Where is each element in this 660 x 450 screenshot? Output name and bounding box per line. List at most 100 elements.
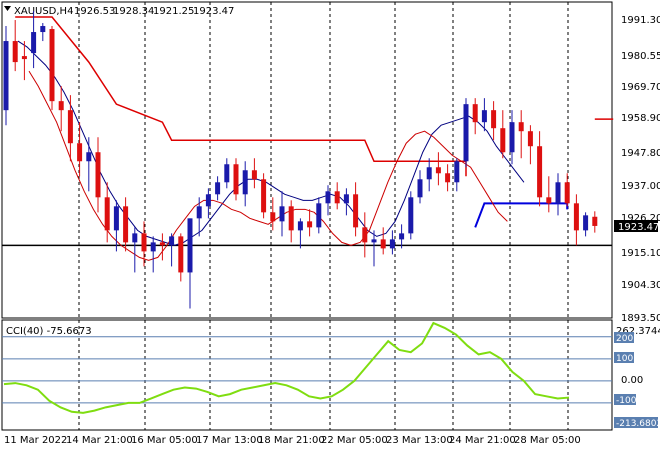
cci-title: CCI(40) -75.6673 — [6, 326, 92, 337]
price-tick: 1926.20 — [621, 213, 660, 224]
cci-tick-zero: 0.00 — [621, 375, 643, 386]
candle-bull — [316, 203, 322, 228]
candle-bull — [31, 32, 37, 54]
candle-bull — [325, 191, 331, 204]
candle-bear — [518, 122, 524, 132]
time-label: 17 Mar 13:00 — [196, 435, 263, 446]
candle-bull — [583, 215, 589, 231]
candle-bear — [251, 170, 257, 180]
candle-bull — [150, 242, 156, 252]
candle-bull — [555, 182, 561, 204]
candle-bull — [389, 239, 395, 249]
candle-bear — [334, 191, 340, 204]
time-label: 24 Mar 21:00 — [449, 435, 516, 446]
header-info: XAUUSD,H4 1926.53 1928.34 1921.25 1923.4… — [4, 6, 234, 17]
candle-bull — [371, 239, 377, 243]
cci-tick-max: 262.3744 — [616, 326, 660, 337]
price-tick: 1958.90 — [621, 113, 660, 124]
candle-bull — [224, 164, 230, 183]
price-tick: 1991.30 — [621, 15, 660, 26]
moving-average-blue — [17, 40, 525, 246]
candle-bear — [546, 197, 552, 204]
candle-bear — [380, 239, 386, 249]
candle-bull — [426, 167, 432, 180]
candle-bear — [435, 167, 441, 174]
candle-bear — [592, 216, 598, 226]
time-label: 16 Mar 05:00 — [131, 435, 198, 446]
cci-tick-200: 200 — [616, 334, 633, 344]
time-axis: 11 Mar 2022 14 Mar 21:00 16 Mar 05:00 17… — [4, 435, 581, 446]
ohlc-close: 1923.47 — [193, 6, 234, 17]
candle-bull — [408, 197, 414, 234]
cci-tick-minus100: -100 — [616, 396, 637, 406]
price-tick: 1947.80 — [621, 148, 660, 159]
candle-bear — [527, 131, 533, 147]
time-label: 11 Mar 2022 — [4, 435, 67, 446]
candle-bear — [123, 206, 129, 243]
plot-layer — [2, 11, 614, 414]
candle-bull — [196, 206, 202, 219]
candle-bear — [159, 242, 165, 246]
candle-bear — [353, 194, 359, 228]
main-chart-frame — [1, 1, 613, 319]
candle-bear — [77, 143, 83, 162]
candle-bull — [417, 179, 423, 198]
moving-average-red — [28, 70, 508, 261]
cci-level-box — [614, 352, 634, 363]
time-label: 14 Mar 21:00 — [66, 435, 133, 446]
symbol-timeframe: XAUUSD,H4 — [14, 6, 73, 17]
candle-bear — [288, 206, 294, 231]
candle-bear — [472, 104, 478, 123]
time-label: 18 Mar 21:00 — [258, 435, 325, 446]
candle-bull — [297, 221, 303, 231]
time-label: 28 Mar 05:00 — [514, 435, 581, 446]
current-price-label: 1923.47 — [618, 222, 659, 233]
cci-tick-min: -213.6802 — [616, 419, 660, 429]
candle-bear — [58, 101, 64, 111]
candle-bear — [21, 56, 27, 60]
candle-bear — [362, 227, 368, 243]
cci-line — [3, 321, 570, 414]
candle-bear — [12, 41, 18, 63]
candle-bear — [104, 197, 110, 231]
candle-bear — [307, 221, 313, 228]
stop-level-red — [15, 16, 467, 177]
candle-bear — [95, 152, 101, 198]
candle-bear — [537, 146, 543, 198]
candle-bear — [67, 110, 73, 144]
price-tick: 1904.30 — [621, 280, 660, 291]
price-tick: 1980.55 — [621, 51, 660, 62]
candle-bear — [49, 29, 55, 102]
candle-bull — [3, 41, 9, 111]
price-tick: 1893.50 — [621, 313, 660, 324]
candle-bull — [454, 161, 460, 183]
cci-level-box — [614, 332, 634, 343]
ohlc-open: 1926.53 — [74, 6, 115, 17]
cci-level-box — [614, 417, 658, 428]
current-price-box — [614, 220, 658, 232]
candle-bull — [279, 206, 285, 222]
candle-bull — [463, 104, 469, 162]
candle-bull — [215, 182, 221, 195]
candle-bear — [445, 173, 451, 183]
time-label: 22 Mar 05:00 — [321, 435, 388, 446]
candle-bull — [187, 218, 193, 273]
cci-level-box — [614, 394, 636, 405]
ohlc-high: 1928.34 — [113, 6, 154, 17]
price-axis: 1991.30 1980.55 1969.70 1958.90 1947.80 … — [614, 15, 660, 324]
candle-bear — [573, 203, 579, 231]
cci-tick-100: 100 — [616, 354, 633, 364]
candle-bull — [205, 194, 211, 207]
candle-bear — [233, 164, 239, 195]
price-tick: 1969.70 — [621, 82, 660, 93]
candle-bull — [86, 152, 92, 162]
chevron-down-icon[interactable] — [4, 6, 11, 11]
price-tick: 1937.00 — [621, 181, 660, 192]
time-label: 23 Mar 13:00 — [386, 435, 453, 446]
candle-bull — [242, 170, 248, 195]
candle-bull — [132, 233, 138, 243]
candle-bull — [399, 233, 405, 240]
ohlc-low: 1921.25 — [153, 6, 194, 17]
candle-bull — [40, 26, 46, 33]
